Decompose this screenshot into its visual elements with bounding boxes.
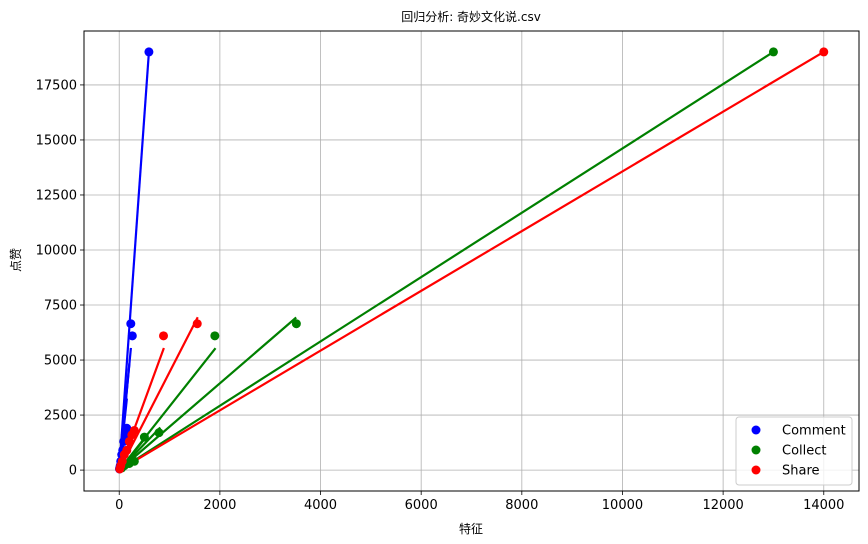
regression-line-collect	[117, 316, 297, 472]
plot-frame	[83, 30, 860, 492]
x-tick-label: 10000	[602, 498, 643, 513]
x-tick-label: 14000	[803, 498, 844, 513]
y-tick-label: 12500	[36, 188, 77, 203]
y-tick-label: 7500	[44, 299, 77, 314]
legend-marker-collect	[751, 445, 761, 455]
y-axis-title: 点赞	[9, 248, 23, 272]
legend-label-collect: Collect	[782, 444, 827, 459]
data-point-comment	[126, 319, 136, 329]
data-point-share	[124, 436, 134, 446]
legend-box	[735, 416, 853, 486]
chart-title: 回归分析: 奇妙文化说.csv	[401, 9, 541, 24]
x-tick-label: 8000	[505, 498, 538, 513]
data-point-comment	[127, 331, 137, 341]
x-tick-label: 12000	[702, 498, 743, 513]
legend: Comment Collect Share	[735, 416, 853, 486]
legend-label-share: Share	[782, 464, 820, 479]
x-tick-label: 0	[115, 498, 123, 513]
legend-label-comment: Comment	[782, 424, 846, 439]
x-tick-label: 6000	[405, 498, 438, 513]
regression-lines	[117, 50, 826, 472]
y-tick-label: 0	[69, 464, 77, 479]
data-point-collect	[154, 428, 164, 438]
x-axis-title: 特征	[459, 521, 483, 536]
y-axis-ticks: 0 2500 5000 7500 10000 12500 15000 17500	[36, 78, 84, 479]
regression-line-collect	[117, 50, 775, 472]
y-tick-label: 10000	[36, 243, 77, 258]
data-point-share	[159, 331, 169, 341]
regression-line-share	[117, 50, 826, 472]
x-axis-ticks: 0 2000 4000 6000 8000 10000 12000 14000	[115, 491, 844, 513]
x-tick-label: 4000	[304, 498, 337, 513]
scatter-points	[114, 47, 829, 474]
x-tick-label: 2000	[203, 498, 236, 513]
data-point-collect	[768, 47, 778, 57]
data-point-share	[192, 319, 202, 329]
y-tick-label: 2500	[44, 409, 77, 424]
data-point-comment	[144, 47, 154, 57]
y-tick-label: 17500	[36, 78, 77, 93]
grid	[84, 31, 859, 491]
regression-line-comment	[118, 50, 151, 472]
y-tick-label: 15000	[36, 133, 77, 148]
legend-marker-share	[751, 465, 761, 475]
legend-marker-comment	[751, 425, 761, 435]
data-point-share	[115, 464, 125, 474]
data-point-collect	[291, 319, 301, 329]
data-point-collect	[210, 331, 220, 341]
y-tick-label: 5000	[44, 354, 77, 369]
data-point-share	[819, 47, 829, 57]
data-point-collect	[139, 432, 149, 442]
